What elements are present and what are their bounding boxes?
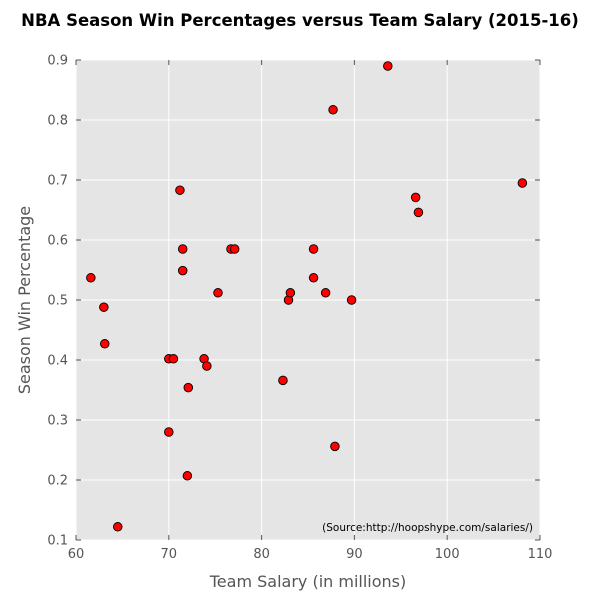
data-point <box>86 273 96 283</box>
data-point <box>175 185 185 195</box>
data-point <box>413 207 424 218</box>
data-points <box>86 61 528 532</box>
y-tick-label: 0.1 <box>47 534 68 549</box>
data-point <box>330 441 340 452</box>
data-point <box>517 178 528 188</box>
x-tick-label: 70 <box>161 547 178 562</box>
grid <box>75 59 541 541</box>
data-point <box>346 295 357 305</box>
y-axis-label: Season Win Percentage <box>15 206 34 394</box>
data-point <box>99 302 109 312</box>
y-tick-label: 0.7 <box>47 174 68 189</box>
y-tick-label: 0.4 <box>47 354 68 369</box>
data-point <box>328 105 338 115</box>
data-point <box>164 427 174 437</box>
data-point <box>100 339 110 349</box>
x-tick-label: 90 <box>346 547 363 562</box>
data-point <box>320 288 331 298</box>
chart-title: NBA Season Win Percentages versus Team S… <box>21 11 579 30</box>
y-tick-label: 0.2 <box>47 474 68 489</box>
x-tick-label: 100 <box>435 547 460 562</box>
data-point <box>383 61 393 71</box>
data-point <box>183 382 194 393</box>
data-point <box>410 192 421 203</box>
x-tick-label: 60 <box>68 547 85 562</box>
data-point <box>308 244 319 254</box>
data-point <box>308 273 319 283</box>
data-point <box>168 354 179 364</box>
data-point <box>213 288 223 298</box>
y-tick-label: 0.8 <box>47 114 68 129</box>
y-tick-label: 0.3 <box>47 414 68 429</box>
data-point <box>202 361 212 371</box>
data-point <box>177 265 188 276</box>
x-tick-label: 80 <box>253 547 270 562</box>
data-point <box>177 244 188 254</box>
axis-ticks: 60 70 80 90 100 110 0.1 0.2 0.3 0.4 0.5 0.6 0.7 0.8 0.… <box>47 54 552 563</box>
source-annotation: (Source:http://hoopshype.com/salaries/) <box>322 522 533 534</box>
data-point <box>229 244 240 254</box>
x-tick-label: 110 <box>528 547 553 562</box>
data-point <box>182 471 193 481</box>
data-point <box>113 522 123 532</box>
y-tick-label: 0.9 <box>47 54 68 69</box>
data-point <box>285 288 296 298</box>
data-point <box>278 375 288 386</box>
y-tick-label: 0.5 <box>47 294 68 309</box>
x-axis-label: Team Salary (in millions) <box>209 572 407 591</box>
y-tick-label: 0.6 <box>47 234 68 249</box>
